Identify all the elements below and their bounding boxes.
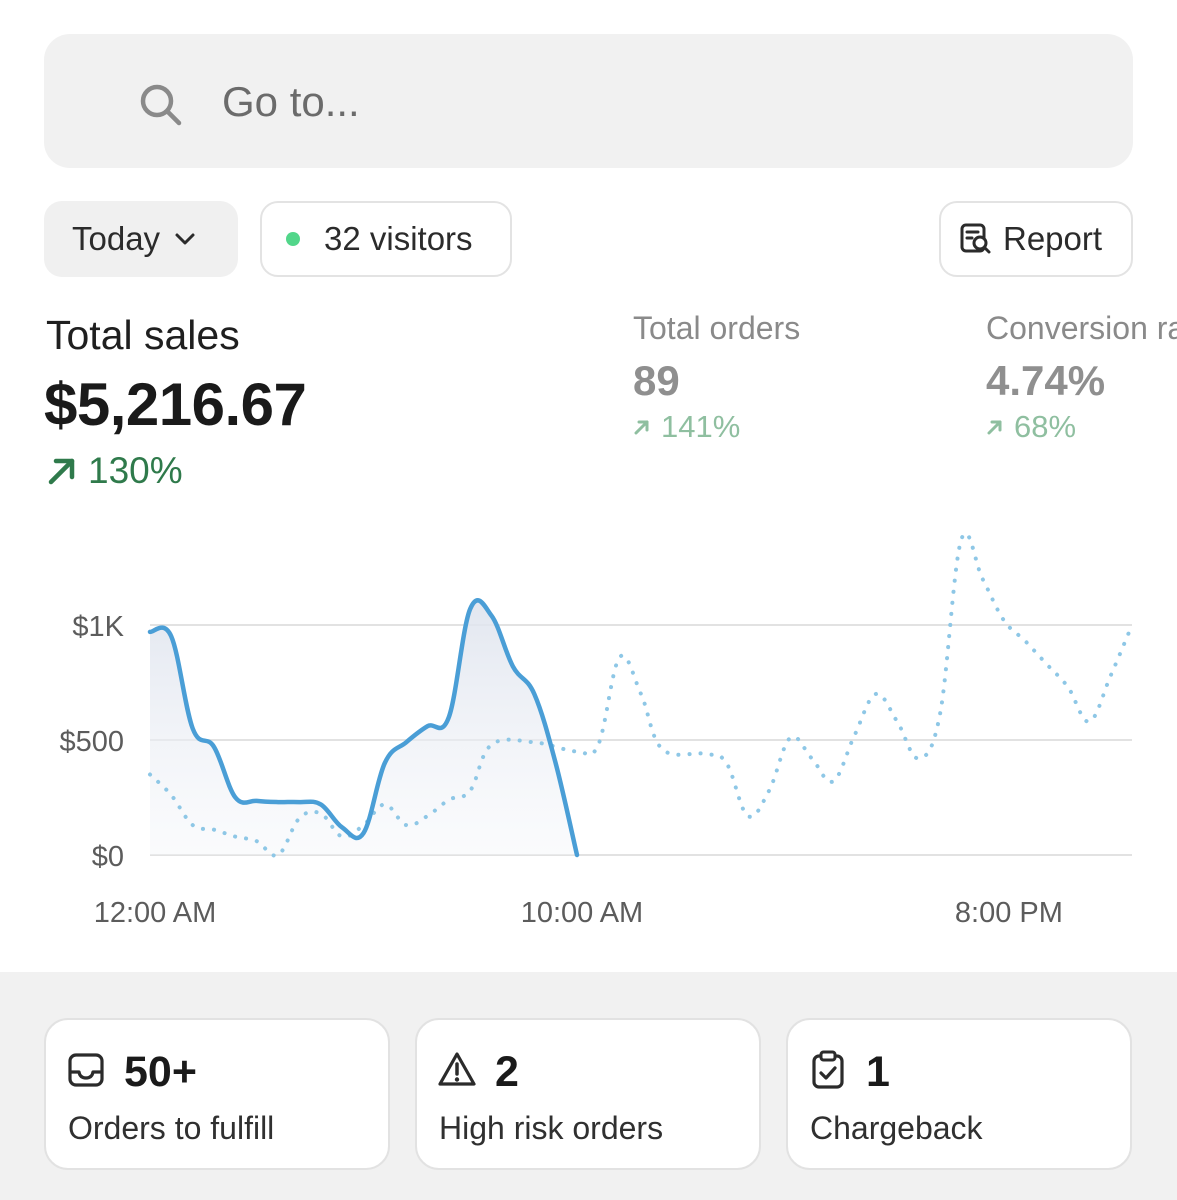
series-line-previous bbox=[148, 531, 1134, 858]
total-orders-change-value: 141% bbox=[661, 409, 741, 444]
sales-line-chart: $0 $500 $1K 12:00 AM 10:00 AM 8:00 PM bbox=[59, 531, 1134, 929]
chargeback-count: 1 bbox=[866, 1048, 890, 1096]
x-tick-label: 12:00 AM bbox=[94, 897, 217, 929]
warning-triangle-icon bbox=[438, 1052, 476, 1086]
total-sales-change: 130% bbox=[46, 450, 183, 492]
visitors-label: 32 visitors bbox=[324, 220, 473, 257]
orders-to-fulfill-count: 50+ bbox=[124, 1048, 197, 1096]
orders-to-fulfill-label: Orders to fulfill bbox=[68, 1110, 275, 1146]
arrow-up-right-icon bbox=[48, 458, 75, 485]
report-search-icon bbox=[960, 223, 991, 254]
series-area-today bbox=[150, 600, 577, 855]
search-bar[interactable] bbox=[44, 34, 1133, 168]
live-status-dot bbox=[286, 232, 300, 246]
total-orders-value: 89 bbox=[633, 357, 680, 404]
conversion-rate-label: Conversion rate bbox=[986, 310, 1177, 346]
total-sales-label: Total sales bbox=[46, 312, 240, 358]
date-range-dropdown[interactable]: Today bbox=[44, 201, 238, 277]
search-input[interactable] bbox=[222, 74, 1082, 130]
total-orders-change: 141% bbox=[633, 409, 800, 445]
report-button[interactable]: Report bbox=[939, 201, 1133, 277]
date-range-label: Today bbox=[72, 220, 161, 257]
inbox-icon bbox=[68, 1053, 104, 1087]
conversion-rate-change-value: 68% bbox=[1014, 409, 1077, 444]
total-orders-metric[interactable]: Total orders 89 141% bbox=[633, 310, 800, 445]
high-risk-orders-count: 2 bbox=[495, 1048, 519, 1096]
y-tick-label: $500 bbox=[59, 726, 124, 758]
x-tick-label: 10:00 AM bbox=[521, 897, 644, 929]
search-icon bbox=[140, 84, 182, 126]
conversion-rate-metric[interactable]: Conversion rate 4.74% 68% bbox=[986, 310, 1177, 445]
x-tick-label: 8:00 PM bbox=[955, 897, 1063, 929]
y-tick-label: $0 bbox=[92, 841, 124, 873]
y-tick-label: $1K bbox=[72, 611, 124, 643]
conversion-rate-change: 68% bbox=[986, 409, 1177, 445]
total-orders-label: Total orders bbox=[633, 310, 801, 346]
live-visitors-button[interactable]: 32 visitors bbox=[260, 201, 512, 277]
chargeback-card[interactable]: 1 Chargeback bbox=[786, 1018, 1132, 1170]
series-line-today bbox=[147, 598, 580, 858]
orders-to-fulfill-card[interactable]: 50+ Orders to fulfill bbox=[44, 1018, 390, 1170]
conversion-rate-value: 4.74% bbox=[986, 357, 1106, 404]
clipboard-check-icon bbox=[812, 1050, 844, 1089]
report-label: Report bbox=[1003, 220, 1103, 257]
high-risk-orders-card[interactable]: 2 High risk orders bbox=[415, 1018, 761, 1170]
arrow-up-right-icon bbox=[987, 420, 1002, 435]
total-sales-value: $5,216.67 bbox=[44, 371, 307, 438]
high-risk-orders-label: High risk orders bbox=[439, 1110, 664, 1146]
chevron-down-icon bbox=[175, 233, 195, 245]
total-sales-change-value: 130% bbox=[88, 450, 183, 491]
chargeback-label: Chargeback bbox=[810, 1110, 983, 1146]
arrow-up-right-icon bbox=[634, 420, 649, 435]
